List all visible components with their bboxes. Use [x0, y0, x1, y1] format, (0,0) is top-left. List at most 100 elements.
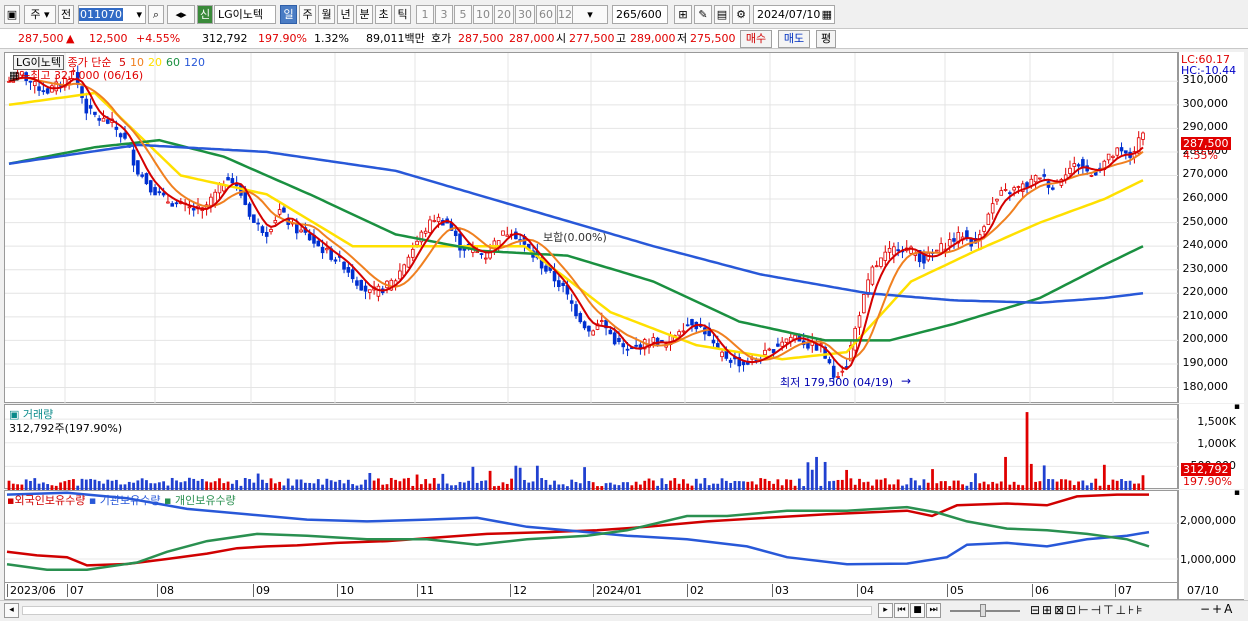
interval-button-4[interactable]: 20: [494, 5, 514, 24]
candle-body: [114, 126, 119, 130]
period-tab-6[interactable]: 틱: [394, 5, 411, 24]
stock-label[interactable]: LG이노텍: [13, 55, 65, 70]
volume-bar: [828, 481, 831, 490]
volume-bar: [944, 481, 947, 490]
scroll-right-button[interactable]: ▸: [878, 603, 893, 618]
interval-button-3[interactable]: 10: [473, 5, 493, 24]
volume-bar: [905, 484, 909, 490]
interval-dropdown[interactable]: ▾: [572, 5, 608, 24]
volume-bar: [737, 481, 741, 490]
interval-button-0[interactable]: 1: [416, 5, 434, 24]
buy-button[interactable]: 매수: [740, 30, 772, 48]
turnover: 1.32%: [314, 32, 349, 45]
candle-body: [780, 341, 784, 347]
volume-bar: [286, 478, 290, 490]
volume-bar: [1098, 485, 1102, 490]
stock-code-input[interactable]: 011070 ▾: [78, 5, 146, 24]
volume-bar: [896, 479, 900, 490]
volume-bar: [402, 478, 406, 490]
calendar-icon[interactable]: ▦: [821, 8, 832, 21]
gear-icon[interactable]: ⚙: [732, 5, 750, 24]
chart-tools-icon[interactable]: ⊞: [674, 5, 692, 24]
last-button[interactable]: ⏭: [926, 603, 941, 618]
volume-chart: [5, 412, 1179, 490]
volume-bar: [359, 484, 363, 490]
candle-body: [191, 208, 196, 211]
volume-bar: [102, 483, 105, 490]
save-icon[interactable]: ▤: [714, 5, 730, 24]
sound-icon[interactable]: ◂▸: [167, 5, 195, 24]
date-field[interactable]: 2024/07/10 ▦: [753, 5, 835, 24]
candle-body: [101, 117, 106, 122]
table-icon[interactable]: ▦: [9, 69, 20, 82]
candle-body: [166, 201, 170, 204]
candle-body: [1089, 174, 1094, 177]
volume-pane[interactable]: ▣ 거래량 312,792주(197.90%): [4, 404, 1179, 490]
period-tab-2[interactable]: 월: [318, 5, 335, 24]
period-tab-5[interactable]: 초: [375, 5, 392, 24]
candle-body: [71, 70, 76, 72]
candle-body: [557, 280, 561, 288]
price-pane[interactable]: → LG이노텍 종가 단순 5 10 20 60 120 ▦ ←최고 321,000 (…: [4, 52, 1179, 404]
y-tick-label: 310,000: [1182, 73, 1229, 87]
interval-button-2[interactable]: 5: [454, 5, 472, 24]
interval-button-6[interactable]: 60: [536, 5, 556, 24]
first-button[interactable]: ⏮: [894, 603, 909, 618]
stock-name-field[interactable]: LG이노텍: [214, 5, 276, 24]
draw-icon[interactable]: ✎: [694, 5, 712, 24]
volume-bar: [1141, 475, 1145, 490]
period-tab-3[interactable]: 년: [337, 5, 354, 24]
count-field[interactable]: 265/600: [612, 5, 668, 24]
volume-close-icon[interactable]: ▪: [1233, 402, 1240, 412]
candle-body: [1016, 186, 1021, 188]
period-tab-0[interactable]: 일: [280, 5, 297, 24]
volume-bar: [836, 479, 840, 490]
sell-button[interactable]: 매도: [778, 30, 810, 48]
chart-tool-icons[interactable]: ⊟⊞⊠⊡⊢⊣⊤⊥⊦⊧: [1030, 603, 1145, 617]
candle-body: [711, 339, 716, 344]
ask-label: 호가: [431, 32, 452, 45]
period-tab-4[interactable]: 분: [356, 5, 373, 24]
volume-bar: [114, 479, 118, 490]
volume-bar: [639, 484, 642, 490]
stop-button[interactable]: ■: [910, 603, 925, 618]
candle-body: [995, 198, 999, 202]
volume-bar: [578, 483, 582, 490]
zoom-slider-handle[interactable]: [980, 604, 986, 617]
count-max: /600: [637, 8, 662, 21]
candle-body: [153, 187, 157, 196]
holding-pane[interactable]: ▪외국인보유수량 ▪ 기관보유수량 ▪ 개인보유수량: [4, 490, 1179, 583]
y-tick-label: 260,000: [1182, 191, 1229, 205]
volume-bar: [16, 484, 19, 490]
volume-bar: [660, 478, 664, 490]
volume-bar: [1051, 479, 1055, 490]
volume-bar: [76, 485, 80, 490]
candle-body: [917, 249, 922, 263]
volume-bar: [265, 482, 269, 490]
interval-button-5[interactable]: 30: [515, 5, 535, 24]
scroll-left-button[interactable]: ◂: [4, 603, 19, 618]
volume-bar: [1081, 480, 1085, 490]
scroll-track[interactable]: [22, 606, 872, 615]
volume-bar: [1111, 479, 1115, 490]
zoom-controls[interactable]: −+A: [1200, 602, 1235, 616]
search-icon[interactable]: ⌕: [148, 5, 164, 24]
candle-body: [784, 338, 789, 343]
avg-button[interactable]: 평: [816, 30, 836, 48]
layout-icon[interactable]: ▣: [4, 5, 20, 24]
volume-bar: [475, 482, 479, 490]
interval-button-1[interactable]: 3: [435, 5, 453, 24]
volume-bar: [355, 485, 359, 490]
x-tick-label: 09: [253, 584, 270, 597]
prev-button[interactable]: 전: [58, 5, 74, 24]
period-select[interactable]: 주 ▾: [24, 5, 56, 24]
x-axis-right-label: 07/10: [1187, 584, 1219, 597]
volume-bar: [853, 484, 857, 490]
stock-code-value: 011070: [79, 8, 123, 21]
volume-bar: [1107, 484, 1111, 490]
volume-bar: [1085, 485, 1089, 490]
candle-body: [54, 81, 59, 92]
holding-close-icon[interactable]: ▪: [1233, 488, 1240, 498]
period-tab-1[interactable]: 주: [299, 5, 316, 24]
candle-body: [965, 230, 969, 239]
